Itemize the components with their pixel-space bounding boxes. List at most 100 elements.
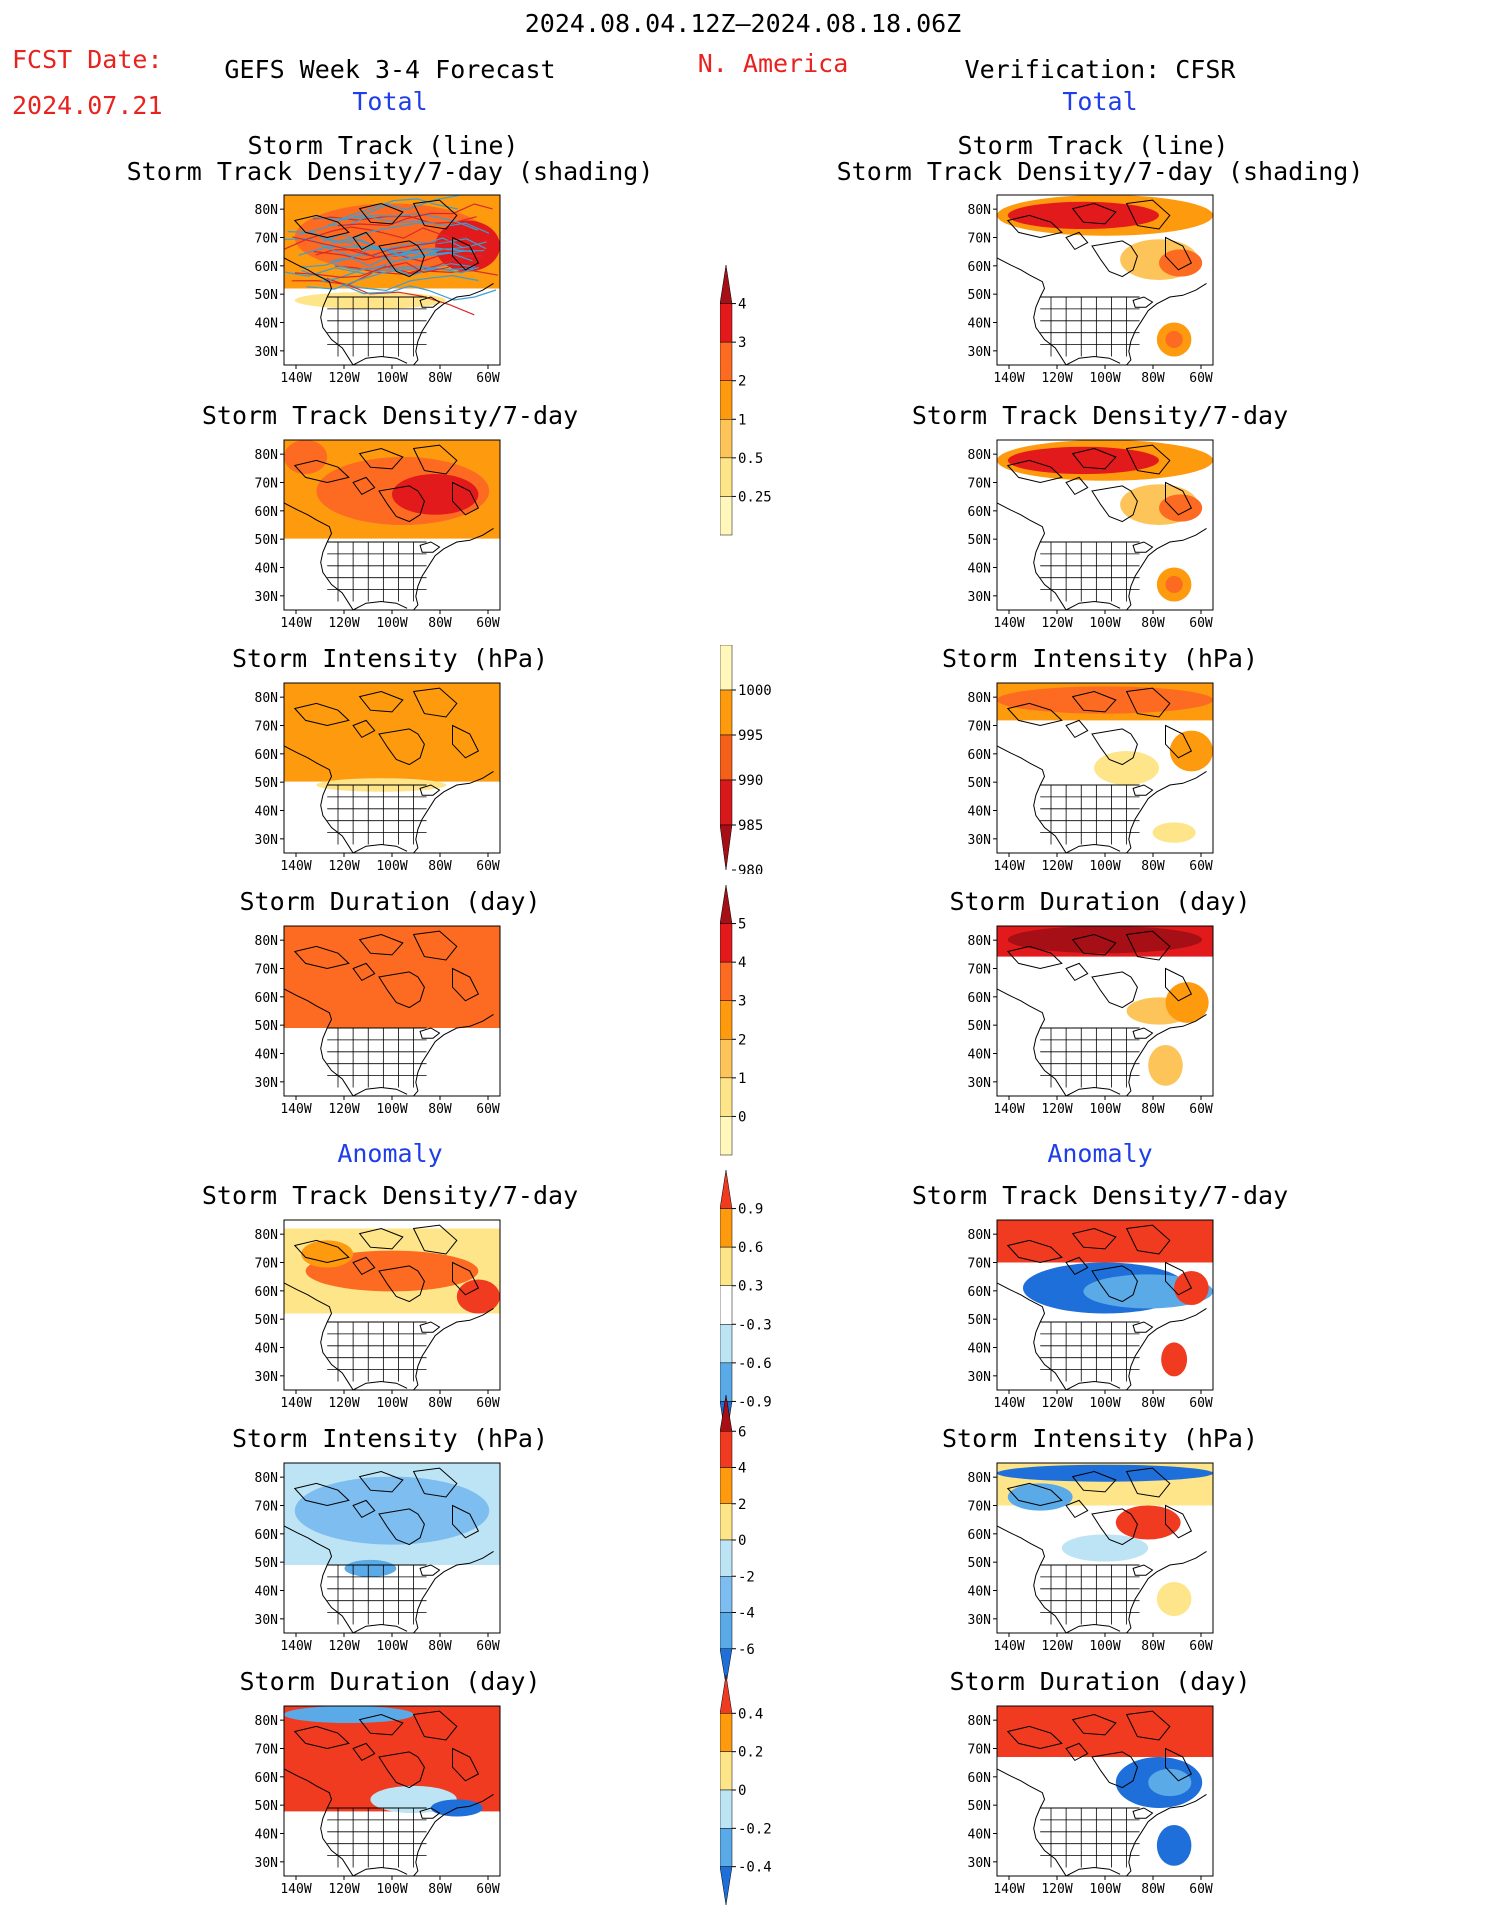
lat-tick-label: 70N [968,1743,991,1758]
left-density-anom-title: Storm Track Density/7-day [201,1181,579,1210]
colorbar-label: 0 [738,1533,746,1549]
colorbar-label: -0.9 [738,1394,772,1410]
lon-tick-label: 100W [376,1882,407,1897]
fcst-date-label: FCST Date: [12,45,163,74]
lon-tick-label: 120W [1041,1102,1072,1117]
map-panel-R4: 140W 120W 100W 80W 60W 80N 70N 60N 50N 40N 30N [953,1214,1229,1420]
lat-tick-label: 80N [968,448,991,463]
lon-tick-label: 120W [328,616,359,631]
lon-tick-label: 80W [428,1882,452,1897]
map-panel-R3: 140W 120W 100W 80W 60W 80N 70N 60N 50N 40N 30N [953,920,1229,1126]
right-track-line-title: Storm Track (line) [957,131,1229,160]
right-intensity-anom-title: Storm Intensity (hPa) [941,1424,1259,1453]
lat-tick-label: 70N [968,963,991,978]
period-title: 2024.08.04.12Z–2024.08.18.06Z [524,9,962,38]
lat-tick-label: 30N [255,833,278,848]
colorbar-label: 0.2 [738,1745,763,1761]
map-panel-L6: 140W 120W 100W 80W 60W 80N 70N 60N 50N 40N 30N [240,1700,516,1906]
lon-tick-label: 60W [476,1102,500,1117]
lat-tick-label: 50N [968,1019,991,1034]
left-duration-title: Storm Duration (day) [239,887,541,916]
colorbar-label: 0.4 [738,1706,763,1722]
lat-tick-label: 70N [968,477,991,492]
left-intensity-anom-title: Storm Intensity (hPa) [231,1424,549,1453]
lat-tick-label: 50N [255,776,278,791]
lat-tick-label: 50N [255,1313,278,1328]
lat-tick-label: 80N [255,1714,278,1729]
lon-tick-label: 140W [280,1102,311,1117]
lat-tick-label: 30N [968,345,991,360]
colorbar-label: -0.6 [738,1356,772,1372]
right-density-title: Storm Track Density/7-day [911,401,1289,430]
lat-tick-label: 60N [968,748,991,763]
lon-tick-label: 140W [993,1102,1024,1117]
lon-tick-label: 100W [376,1396,407,1411]
lat-tick-label: 30N [255,1613,278,1628]
right-intensity-title: Storm Intensity (hPa) [941,644,1259,673]
colorbar-label: 990 [738,773,763,789]
fcst-date-value: 2024.07.21 [12,91,163,120]
lon-tick-label: 60W [476,1639,500,1654]
lon-tick-label: 140W [280,859,311,874]
colorbar-label: 2 [738,374,746,390]
right-total-label: Total [1062,87,1138,116]
lat-tick-label: 50N [255,1556,278,1571]
lat-tick-label: 70N [255,1743,278,1758]
lat-tick-label: 70N [968,1257,991,1272]
colorbar-label: 1000 [738,683,772,699]
colorbar-label: 4 [738,297,746,313]
colorbar-intensity_total: 1000 995 990 985 980 [719,644,800,879]
lat-tick-label: 40N [255,1048,278,1063]
lat-tick-label: 70N [968,232,991,247]
lat-tick-label: 60N [255,505,278,520]
colorbar-duration_total: 5 4 3 2 1 0 [719,884,800,1163]
lat-tick-label: 30N [255,590,278,605]
lat-tick-label: 80N [255,691,278,706]
colorbar-label: -0.2 [738,1821,772,1837]
lat-tick-label: 60N [968,505,991,520]
lat-tick-label: 50N [968,1799,991,1814]
colorbar-label: 985 [738,818,763,834]
lon-tick-label: 120W [1041,371,1072,386]
colorbar-label: 4 [738,1461,746,1477]
lon-tick-label: 100W [376,616,407,631]
lat-tick-label: 50N [968,776,991,791]
lat-tick-label: 50N [255,288,278,303]
lat-tick-label: 80N [968,934,991,949]
colorbar-label: 0.6 [738,1240,763,1256]
lat-tick-label: 80N [968,691,991,706]
map-panel-R6: 140W 120W 100W 80W 60W 80N 70N 60N 50N 40N 30N [953,1700,1229,1906]
lon-tick-label: 120W [1041,1882,1072,1897]
lat-tick-label: 60N [255,1285,278,1300]
right-anomaly-label: Anomaly [1047,1139,1153,1168]
lon-tick-label: 60W [476,371,500,386]
lon-tick-label: 100W [376,859,407,874]
colorbar-label: 0 [738,1783,746,1799]
lat-tick-label: 50N [968,533,991,548]
lon-tick-label: 100W [1089,616,1120,631]
lon-tick-label: 120W [328,1396,359,1411]
colorbar-intensity_anomaly: 6 4 2 0 -2 -4 -6 [719,1394,800,1693]
right-duration-title: Storm Duration (day) [949,887,1251,916]
colorbar-label: 980 [738,863,763,874]
lat-tick-label: 40N [968,805,991,820]
lat-tick-label: 30N [255,1076,278,1091]
lon-tick-label: 60W [476,1396,500,1411]
lon-tick-label: 100W [1089,1102,1120,1117]
colorbar-label: 1 [738,1071,746,1087]
lon-tick-label: 80W [428,1102,452,1117]
colorbar-label: 2 [738,1032,746,1048]
lon-tick-label: 80W [1141,371,1165,386]
lon-tick-label: 120W [1041,616,1072,631]
lat-tick-label: 60N [255,1528,278,1543]
lat-tick-label: 30N [968,1613,991,1628]
colorbar-label: 0.9 [738,1202,763,1218]
lat-tick-label: 60N [968,260,991,275]
forecast-title: GEFS Week 3-4 Forecast [224,55,556,84]
lon-tick-label: 120W [328,1639,359,1654]
lat-tick-label: 30N [968,1856,991,1871]
lat-tick-label: 80N [255,934,278,949]
lon-tick-label: 60W [1189,616,1213,631]
colorbar-label: 0 [738,1109,746,1125]
colorbar-label: 3 [738,335,746,351]
